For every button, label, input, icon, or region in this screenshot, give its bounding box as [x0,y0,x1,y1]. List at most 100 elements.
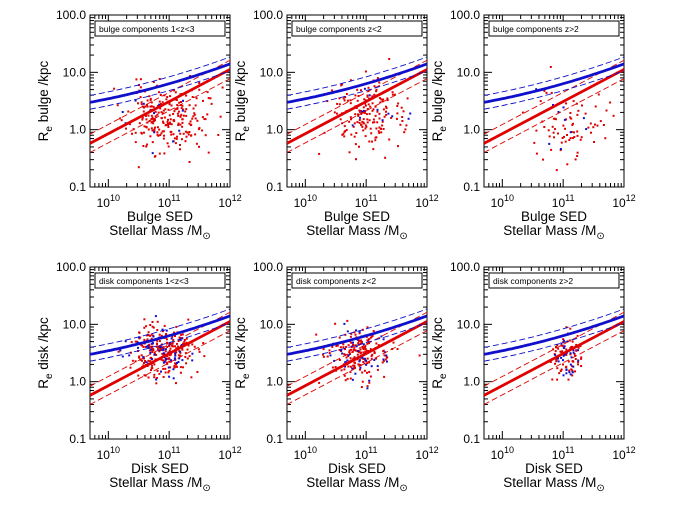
red-point [153,376,156,379]
red-point [366,362,369,365]
red-point [219,115,222,118]
x-axis-label: Stellar Mass /M⊙ [503,223,604,242]
blue-relation-curve [484,62,624,104]
red-point [396,117,398,120]
red-point [152,120,155,122]
red-point [343,135,346,138]
y-tick-label: 0.1 [463,432,480,446]
blue-point [563,339,566,342]
red-point [374,136,377,139]
red-point [580,136,583,139]
red-point [363,362,366,365]
red-point [349,335,352,338]
red-point [348,349,351,352]
red-point [554,362,556,365]
red-point [372,108,375,111]
red-point [181,348,184,351]
red-point [568,369,571,372]
red-point [181,104,184,107]
blue-point [568,371,571,374]
red-point [134,141,137,144]
red-point [592,126,595,129]
red-point [377,130,380,133]
red-point [562,124,565,127]
blue-point [572,365,575,368]
red-point [190,376,193,379]
red-point [566,163,569,166]
red-point [195,97,198,100]
blue-point [535,88,538,91]
red-point [396,348,399,350]
red-point [150,101,153,104]
blue-point [168,343,171,346]
red-point [365,125,368,128]
red-point [604,137,607,140]
red-point [160,132,163,135]
plot-area [90,56,230,169]
blue-upper-band [287,308,427,348]
red-point [161,130,164,133]
blue-point [562,346,565,349]
red-point [201,129,204,132]
blue-point [354,372,357,375]
red-point [338,359,341,361]
red-point [153,155,156,158]
red-point [343,353,346,356]
blue-point [162,361,165,364]
red-point [339,346,342,349]
blue-point [344,365,346,368]
red-point [168,360,171,363]
blue-point [366,387,369,390]
blue-point [151,342,154,345]
y-tick-label: 1.0 [69,123,86,137]
blue-point [191,352,194,355]
red-point [400,106,403,109]
red-point [360,341,363,344]
red-point [167,118,169,121]
red-point [177,340,180,342]
blue-upper-band [484,56,624,96]
red-point [366,349,368,352]
red-point [189,120,192,123]
blue-upper-band [90,56,230,96]
blue-point [172,368,175,371]
blue-point [564,353,567,356]
red-point [402,110,405,113]
red-point [359,364,362,367]
red-point [159,94,162,96]
red-point [565,326,568,329]
red-point [155,382,158,385]
red-point [149,135,152,138]
blue-point [175,362,178,364]
red-point [315,333,318,336]
x-tick-label: 1011 [355,445,378,462]
red-point [210,102,213,105]
blue-point [346,330,349,333]
red-point [182,132,185,135]
red-point [344,96,347,99]
red-point [153,352,156,355]
red-point [385,356,388,359]
red-point [191,343,194,346]
red-point [203,355,206,358]
red-point [160,103,162,105]
red-point [194,104,197,107]
red-point [159,107,162,110]
red-point [555,360,558,363]
red-point [146,143,149,146]
red-point [560,368,563,371]
red-point [179,148,181,151]
red-point [551,378,554,381]
red-point [175,99,178,101]
red-point [174,91,177,94]
x-tick-label: 1011 [158,193,181,210]
red-point [150,337,153,340]
red-point [207,97,210,100]
red-point [158,78,161,80]
red-point [138,356,140,359]
red-point [151,349,154,352]
red-point [366,121,369,124]
blue-point [177,361,180,363]
red-point [150,118,153,120]
red-point [331,366,334,369]
